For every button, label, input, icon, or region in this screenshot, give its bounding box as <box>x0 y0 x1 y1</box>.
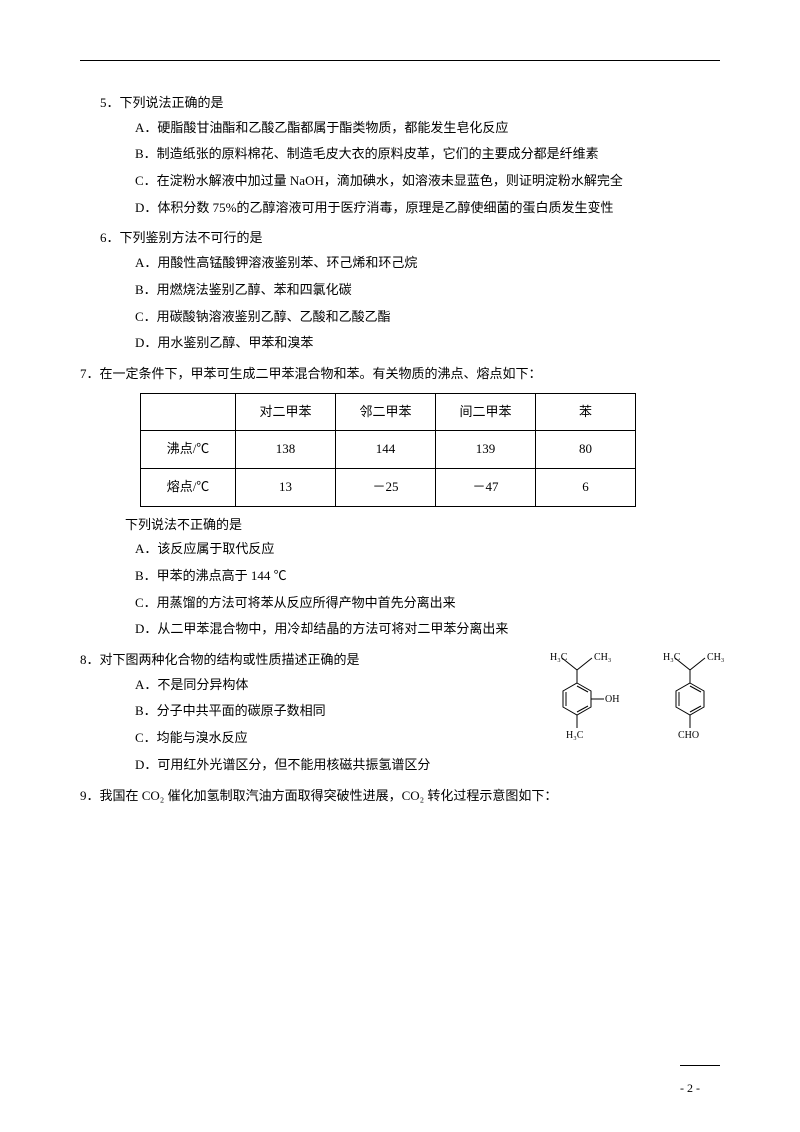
table-cell: 对二甲苯 <box>236 393 336 431</box>
q5-option-d: D．体积分数 75%的乙醇溶液可用于医疗消毒，原理是乙醇使细菌的蛋白质发生变性 <box>135 196 720 221</box>
q8-option-d: D．可用红外光谱区分，但不能用核磁共振氢谱区分 <box>135 753 720 778</box>
table-cell: 苯 <box>536 393 636 431</box>
footer-rule <box>680 1065 720 1066</box>
q6-stem: 6．下列鉴别方法不可行的是 <box>100 226 720 251</box>
table-cell: 邻二甲苯 <box>336 393 436 431</box>
q7-options: A．该反应属于取代反应 B．甲苯的沸点高于 144 ℃ C．用蒸馏的方法可将苯从… <box>135 537 720 642</box>
q6-option-c: C．用碳酸钠溶液鉴别乙醇、乙酸和乙酸乙酯 <box>135 305 720 330</box>
table-cell: －47 <box>436 468 536 506</box>
question-5: 5．下列说法正确的是 A．硬脂酸甘油酯和乙酸乙酯都属于酯类物质，都能发生皂化反应… <box>80 91 720 220</box>
q5-option-a: A．硬脂酸甘油酯和乙酸乙酯都属于酯类物质，都能发生皂化反应 <box>135 116 720 141</box>
table-cell: 80 <box>536 431 636 469</box>
mol1-top-l: H₃C <box>550 652 568 663</box>
top-rule <box>80 60 720 61</box>
q6-option-b: B．用燃烧法鉴别乙醇、苯和四氯化碳 <box>135 278 720 303</box>
mol2-top-r: CH₃ <box>707 652 724 663</box>
mol1-right: OH <box>605 694 619 705</box>
question-9: 9．我国在 CO₂ 催化加氢制取汽油方面取得突破性进展，CO₂ 转化过程示意图如… <box>80 784 720 809</box>
table-cell: 6 <box>536 468 636 506</box>
table-cell: －25 <box>336 468 436 506</box>
question-6: 6．下列鉴别方法不可行的是 A．用酸性高锰酸钾溶液鉴别苯、环己烯和环己烷 B．用… <box>80 226 720 355</box>
mol2-top-l: H₃C <box>663 652 681 663</box>
table-row: 沸点/℃ 138 144 139 80 <box>141 431 636 469</box>
table-row: 熔点/℃ 13 －25 －47 6 <box>141 468 636 506</box>
q9-stem: 9．我国在 CO₂ 催化加氢制取汽油方面取得突破性进展，CO₂ 转化过程示意图如… <box>80 784 720 809</box>
q5-options: A．硬脂酸甘油酯和乙酸乙酯都属于酯类物质，都能发生皂化反应 B．制造纸张的原料棉… <box>135 116 720 221</box>
table-cell: 熔点/℃ <box>141 468 236 506</box>
page-number: - 2 - <box>680 1081 700 1095</box>
mol1-top-r: CH₃ <box>594 652 611 663</box>
table-cell: 间二甲苯 <box>436 393 536 431</box>
q7-option-a: A．该反应属于取代反应 <box>135 537 720 562</box>
q7-option-d: D．从二甲苯混合物中，用冷却结晶的方法可将对二甲苯分离出来 <box>135 617 720 642</box>
question-8: 8．对下图两种化合物的结构或性质描述正确的是 A．不是同分异构体 B．分子中共平… <box>80 648 720 777</box>
table-row: 对二甲苯 邻二甲苯 间二甲苯 苯 <box>141 393 636 431</box>
q5-stem: 5．下列说法正确的是 <box>100 91 720 116</box>
table-cell: 13 <box>236 468 336 506</box>
q7-after: 下列说法不正确的是 <box>125 513 720 538</box>
q7-option-c: C．用蒸馏的方法可将苯从反应所得产物中首先分离出来 <box>135 591 720 616</box>
table-cell <box>141 393 236 431</box>
q7-table: 对二甲苯 邻二甲苯 间二甲苯 苯 沸点/℃ 138 144 139 80 熔点/… <box>140 393 636 507</box>
table-cell: 144 <box>336 431 436 469</box>
table-cell: 138 <box>236 431 336 469</box>
q8-figures: H₃C CH₃ OH H₃C H₃C CH₃ <box>532 650 730 753</box>
table-cell: 沸点/℃ <box>141 431 236 469</box>
mol1-bottom: H₃C <box>566 730 584 741</box>
q6-option-a: A．用酸性高锰酸钾溶液鉴别苯、环己烯和环己烷 <box>135 251 720 276</box>
q7-stem: 7．在一定条件下，甲苯可生成二甲苯混合物和苯。有关物质的沸点、熔点如下： <box>80 362 720 387</box>
mol2-bottom: CHO <box>678 730 699 741</box>
q5-option-b: B．制造纸张的原料棉花、制造毛皮大衣的原料皮革，它们的主要成分都是纤维素 <box>135 142 720 167</box>
q6-option-d: D．用水鉴别乙醇、甲苯和溴苯 <box>135 331 720 356</box>
q7-option-b: B．甲苯的沸点高于 144 ℃ <box>135 564 720 589</box>
molecule-1: H₃C CH₃ OH H₃C <box>532 650 622 753</box>
q6-options: A．用酸性高锰酸钾溶液鉴别苯、环己烯和环己烷 B．用燃烧法鉴别乙醇、苯和四氯化碳… <box>135 251 720 356</box>
molecule-2: H₃C CH₃ CHO <box>650 650 730 753</box>
table-cell: 139 <box>436 431 536 469</box>
question-7: 7．在一定条件下，甲苯可生成二甲苯混合物和苯。有关物质的沸点、熔点如下： 对二甲… <box>80 362 720 642</box>
page-footer: - 2 - <box>680 1054 720 1100</box>
q5-option-c: C．在淀粉水解液中加过量 NaOH，滴加碘水，如溶液未显蓝色，则证明淀粉水解完全 <box>135 169 720 194</box>
